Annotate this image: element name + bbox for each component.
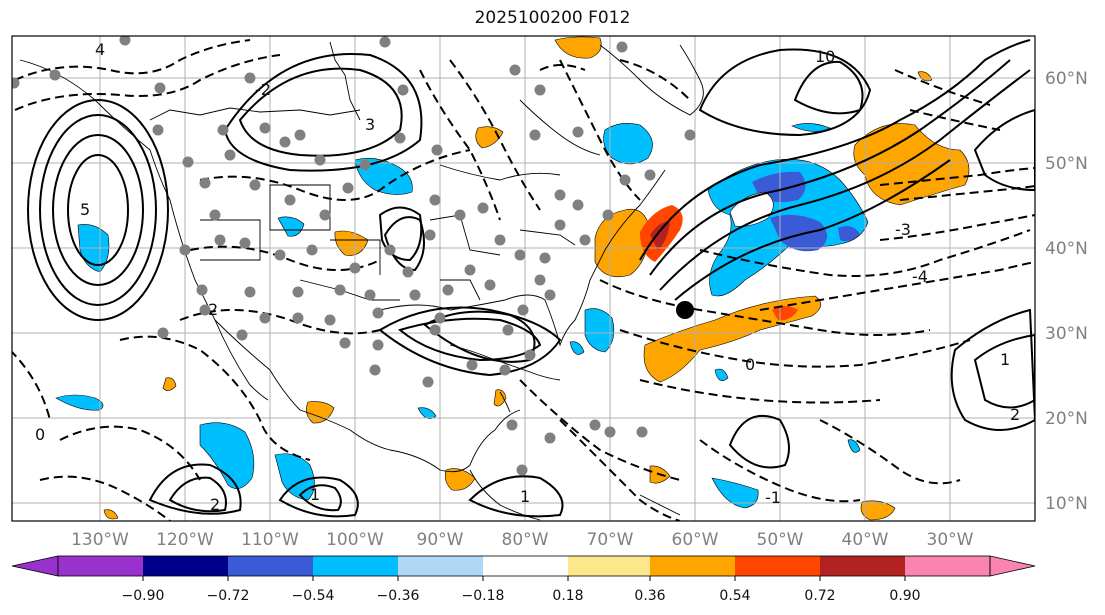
coastlines [19, 41, 704, 521]
contour-labels: 4 3 2 1 0 -1 -2 -3 -4 10 2 2 0 1 1 5 [35, 40, 1020, 514]
lon-label: 50°W [757, 530, 804, 550]
colorbar-swatch [483, 556, 568, 576]
contour-label: 1 [1000, 350, 1010, 369]
colorbar-swatch [650, 556, 735, 576]
lat-label: 60°N [1045, 69, 1088, 89]
contour-label: 1 [310, 485, 320, 504]
shading-red [650, 221, 670, 250]
contour-label: 0 [745, 355, 755, 374]
contour-label: 1 [520, 487, 530, 506]
longitude-labels: 130°W 120°W 110°W 100°W 90°W 80°W 70°W 6… [71, 530, 974, 550]
colorbar-label: −0.36 [377, 588, 420, 604]
colorbar-swatch [228, 556, 313, 576]
colorbar-swatch [313, 556, 398, 576]
contour-label: 2 [210, 495, 220, 514]
lon-label: 120°W [156, 530, 214, 550]
colorbar-swatch [58, 556, 143, 576]
contour-label: -4 [912, 267, 928, 286]
contour-label: -1 [765, 488, 781, 507]
contour-label: 2 [208, 300, 218, 319]
colorbar-label: −0.90 [122, 588, 165, 604]
colorbar-label: 0.90 [889, 588, 920, 604]
colorbar-swatch [905, 556, 990, 576]
storm-center-marker [676, 301, 694, 319]
lat-label: 10°N [1045, 494, 1088, 514]
contour-label: 0 [35, 425, 45, 444]
lat-label: 30°N [1045, 324, 1088, 344]
contour-label: 5 [80, 200, 90, 219]
colorbar-extend-high [989, 555, 1036, 577]
lon-label: 30°W [927, 530, 974, 550]
latitude-labels: 60°N 50°N 40°N 30°N 20°N 10°N [1045, 69, 1088, 514]
contour-label: 10 [815, 47, 835, 66]
contour-label: -2 [255, 80, 271, 99]
contour-label: 4 [95, 40, 105, 59]
contour-label: 3 [365, 115, 375, 134]
colorbar-label: 0.36 [634, 588, 665, 604]
contours-dashed [12, 39, 1035, 521]
lon-label: 70°W [587, 530, 634, 550]
lon-label: 60°W [672, 530, 719, 550]
colorbar-label: 0.72 [804, 588, 835, 604]
map-frame [11, 35, 1036, 522]
colorbar-swatch [735, 556, 820, 576]
lon-label: 40°W [842, 530, 889, 550]
lon-label: 110°W [241, 530, 299, 550]
colorbar-swatch [143, 556, 228, 576]
grid-lines [12, 36, 1035, 521]
contour-label: 2 [1010, 405, 1020, 424]
colorbar-swatch [398, 556, 483, 576]
colorbar-label: −0.18 [462, 588, 505, 604]
contours-solid [27, 39, 1035, 518]
colorbar-label: 0.18 [552, 588, 583, 604]
colorbar-label: −0.54 [292, 588, 335, 604]
lat-label: 40°N [1045, 239, 1088, 259]
lat-label: 20°N [1045, 409, 1088, 429]
station-markers [12, 36, 696, 476]
lat-label: 50°N [1045, 154, 1088, 174]
map-area: 4 3 2 1 0 -1 -2 -3 -4 10 2 2 0 1 1 5 [12, 36, 1035, 521]
colorbar-label: 0.54 [719, 588, 750, 604]
colorbar-swatch [820, 556, 905, 576]
colorbar-label: −0.72 [207, 588, 250, 604]
colorbar-extend-low [11, 555, 59, 577]
lon-label: 80°W [502, 530, 549, 550]
shading-blue [752, 171, 860, 252]
shading-orange [103, 36, 970, 521]
lon-label: 130°W [71, 530, 129, 550]
contour-label: -3 [895, 220, 911, 239]
colorbar: −0.90 −0.72 −0.54 −0.36 −0.18 0.18 0.36 … [11, 555, 1036, 604]
map-title: 2025100200 F012 [474, 8, 631, 28]
lon-label: 90°W [417, 530, 464, 550]
colorbar-swatch [568, 556, 650, 576]
lon-label: 100°W [326, 530, 384, 550]
